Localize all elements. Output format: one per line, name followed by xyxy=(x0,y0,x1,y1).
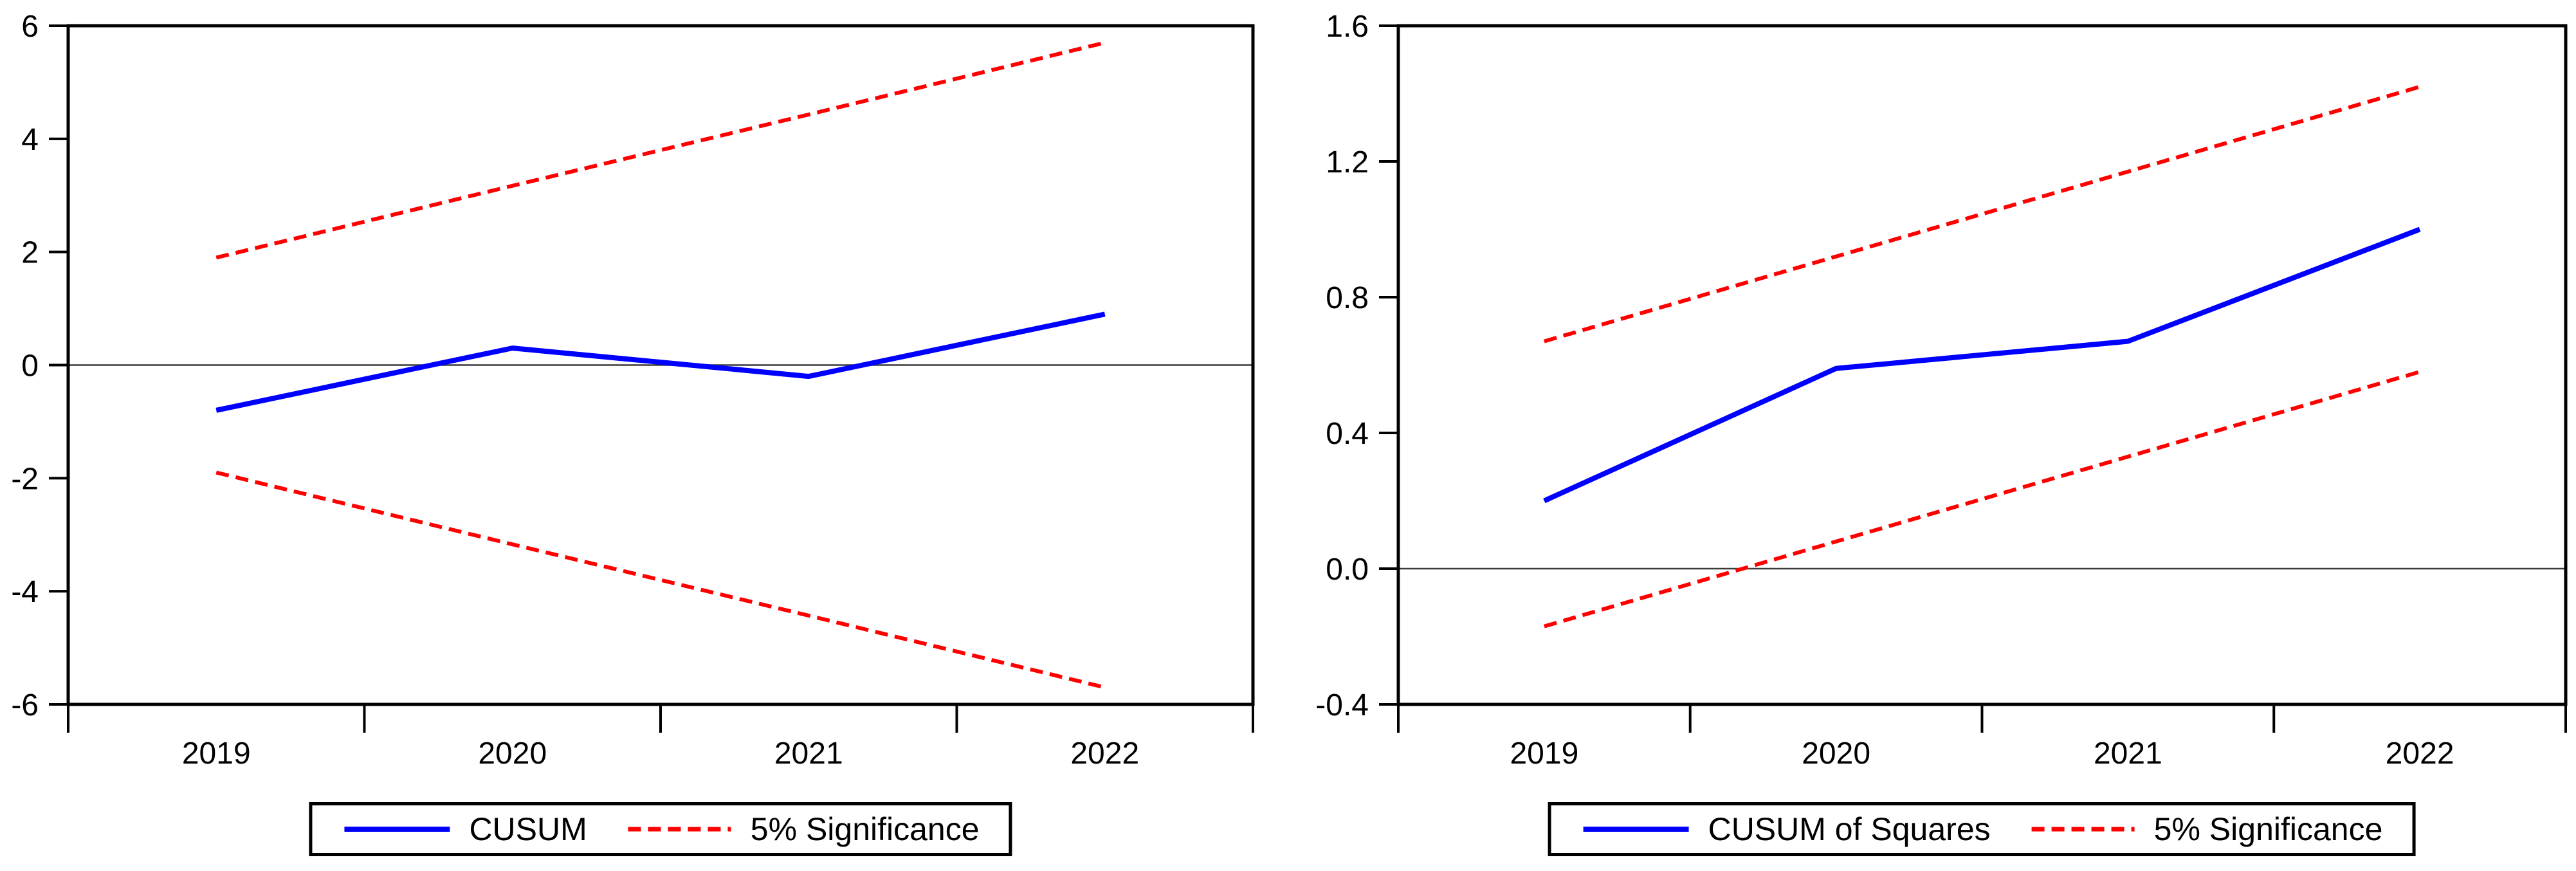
cusum-line-sample-icon xyxy=(344,827,450,832)
cusum-of-squares-chart: 1.6 1.2 0.8 0.4 0.0 -0.4 2019 2020 2021 2022 CUSU… xyxy=(1288,0,2576,871)
x-tick-label: 2021 xyxy=(2094,737,2162,771)
x-tick-label: 2020 xyxy=(478,737,547,771)
cusum-line xyxy=(215,311,1106,413)
y-tick-label: 1.2 xyxy=(1326,145,1369,179)
x-tick-label: 2022 xyxy=(2386,737,2454,771)
legend-item-cusum-of-squares: CUSUM of Squares xyxy=(1581,811,1991,848)
y-tick-label: 0.0 xyxy=(1326,553,1369,587)
y-tick-label: 1.6 xyxy=(1326,10,1369,44)
cusum-legend: CUSUM 5% Significance xyxy=(309,802,1012,856)
x-tick-label: 2019 xyxy=(1510,737,1578,771)
legend-label-cusum-of-squares: CUSUM of Squares xyxy=(1708,811,1991,847)
legend-label-significance: 5% Significance xyxy=(2153,811,2383,847)
significance-line-sample-icon xyxy=(2031,827,2135,832)
legend-item-significance: 5% Significance xyxy=(626,811,980,848)
y-tick-label: -2 xyxy=(11,462,39,496)
5-significance-lower-line xyxy=(1544,370,2420,628)
y-tick-label: 2 xyxy=(21,236,39,270)
x-tick-label: 2022 xyxy=(1070,737,1139,771)
x-tick-label: 2020 xyxy=(1802,737,1870,771)
cusum-of-squares-legend: CUSUM of Squares 5% Significance xyxy=(1548,802,2416,856)
legend-label-significance: 5% Significance xyxy=(750,811,980,847)
cusum-of-squares-plot: 1.6 1.2 0.8 0.4 0.0 -0.4 2019 2020 2021 2022 xyxy=(1315,10,2568,771)
5-significance-upper-line xyxy=(215,41,1106,260)
legend-label-cusum: CUSUM xyxy=(469,811,587,847)
y-tick-label: 6 xyxy=(21,10,39,44)
x-tick-label: 2021 xyxy=(774,737,843,771)
cusum-chart: 6 4 2 0 -2 -4 -6 2019 2020 2021 2022 CUSUM 5% Sign… xyxy=(11,10,1255,856)
significance-line-sample-icon xyxy=(628,827,731,832)
legend-item-cusum: CUSUM xyxy=(342,811,587,848)
y-tick-label: -4 xyxy=(11,575,39,609)
cusum-plot: 6 4 2 0 -2 -4 -6 2019 2020 2021 2022 xyxy=(11,10,1255,771)
5-significance-upper-line xyxy=(1544,85,2420,344)
y-tick-label: 0.8 xyxy=(1326,281,1369,315)
y-tick-label: -6 xyxy=(11,688,39,722)
legend-item-significance: 5% Significance xyxy=(2029,811,2383,848)
y-tick-label: 0.4 xyxy=(1326,417,1369,451)
plot-border xyxy=(1396,24,2568,706)
5-significance-lower-line xyxy=(215,470,1106,690)
y-tick-label: 0 xyxy=(21,349,39,383)
cusum-of-squares-line-sample-icon xyxy=(1583,827,1689,832)
y-tick-label: -0.4 xyxy=(1315,688,1369,722)
cusum-of-squares-line xyxy=(1543,226,2421,504)
y-tick-label: 4 xyxy=(21,123,39,157)
x-tick-label: 2019 xyxy=(182,737,251,771)
